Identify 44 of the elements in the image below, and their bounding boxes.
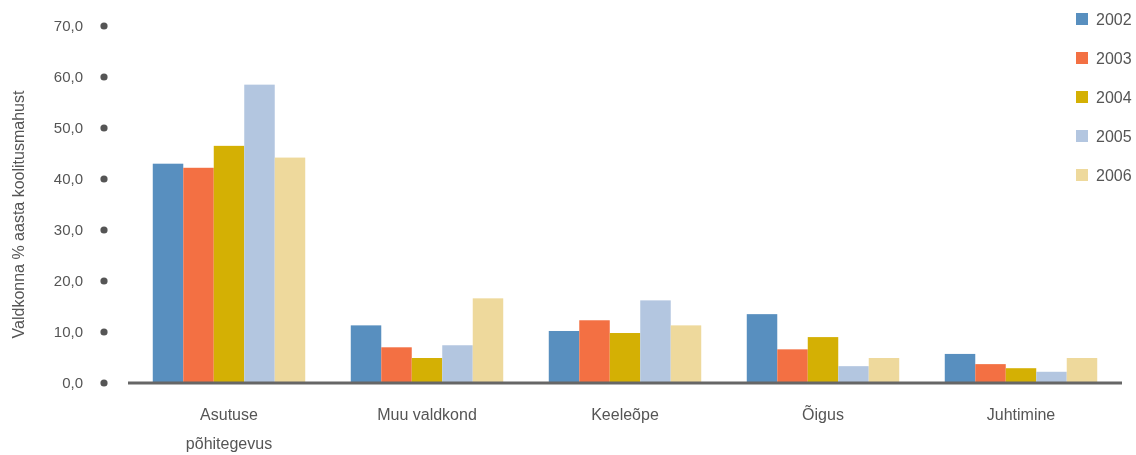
bar xyxy=(1036,371,1067,383)
bar xyxy=(381,347,412,383)
bar xyxy=(640,300,671,383)
bar xyxy=(548,330,580,383)
bar xyxy=(609,333,641,383)
y-tick-label: 30,0 xyxy=(53,221,83,239)
y-tick-label: 10,0 xyxy=(53,323,83,341)
bar xyxy=(411,358,443,383)
y-tick-label: 20,0 xyxy=(53,272,83,290)
x-tick-label: Õigus xyxy=(802,404,844,423)
bar xyxy=(442,345,473,383)
legend-label: 2005 xyxy=(1096,127,1132,145)
y-tick-label: 60,0 xyxy=(53,68,83,86)
x-tick-label: Muu valdkond xyxy=(377,406,477,423)
legend-label: 2006 xyxy=(1096,166,1132,184)
bar xyxy=(944,353,976,383)
bar xyxy=(777,349,808,383)
bar xyxy=(244,84,275,383)
x-tick-label: Keeleõpe xyxy=(591,406,659,423)
bar xyxy=(472,298,504,383)
bar xyxy=(183,167,214,383)
bar xyxy=(670,325,702,383)
legend-label: 2003 xyxy=(1096,49,1132,67)
y-tick-label: 70,0 xyxy=(53,17,83,35)
bar xyxy=(868,358,900,383)
bar xyxy=(746,314,778,383)
bar xyxy=(807,337,839,383)
y-tick-label: 50,0 xyxy=(53,119,83,137)
legend-label: 2004 xyxy=(1096,88,1132,106)
bar xyxy=(274,157,306,383)
bar xyxy=(1066,358,1098,383)
legend-label: 2002 xyxy=(1096,10,1132,28)
bar xyxy=(1005,368,1037,383)
bar xyxy=(213,145,245,383)
y-axis-title: Valdkonna % aasta koolitusmahust xyxy=(10,90,27,339)
bar xyxy=(975,364,1006,383)
x-tick-label: Juhtimine xyxy=(986,406,1056,423)
bar xyxy=(838,366,869,383)
x-tick-label: Asutuse põhitegevus xyxy=(185,406,273,452)
bar xyxy=(579,320,610,383)
y-tick-label: 0,0 xyxy=(62,374,83,392)
bar xyxy=(152,163,184,383)
bar xyxy=(350,325,382,383)
y-tick-label: 40,0 xyxy=(53,170,83,188)
